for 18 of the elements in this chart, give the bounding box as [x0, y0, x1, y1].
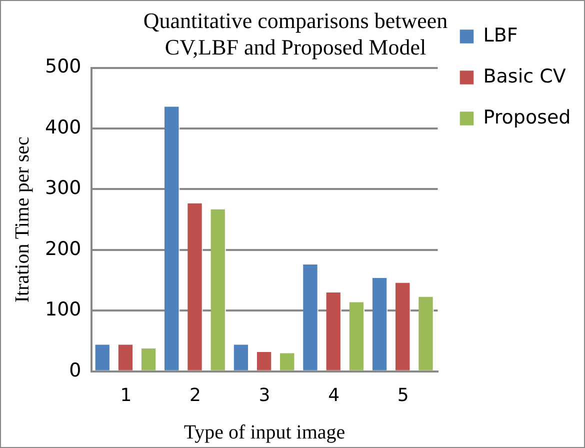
y-tick-label: 0 [69, 359, 82, 382]
x-tick-label: 2 [189, 384, 201, 406]
text: Quantitative comparisons between [143, 8, 448, 33]
y-tick-label: 500 [45, 56, 82, 78]
y-axis-title: Itration Time per sec [11, 136, 34, 303]
text: CV,LBF and Proposed Model [164, 34, 426, 60]
legend-label: LBF [483, 24, 518, 46]
legend-label: Basic CV [483, 65, 566, 88]
y-tick-label: 200 [45, 238, 82, 260]
y-tick-label: 400 [45, 116, 82, 138]
x-tick-label: 5 [397, 384, 409, 406]
legend-label: Proposed [483, 106, 571, 128]
y-tick-label: 300 [45, 177, 82, 200]
x-tick-label: 4 [328, 384, 340, 406]
x-axis-title: Type of input image [184, 421, 346, 444]
x-tick-label: 1 [120, 384, 132, 406]
x-tick-label: 3 [258, 384, 270, 406]
y-tick-label: 100 [45, 298, 82, 321]
